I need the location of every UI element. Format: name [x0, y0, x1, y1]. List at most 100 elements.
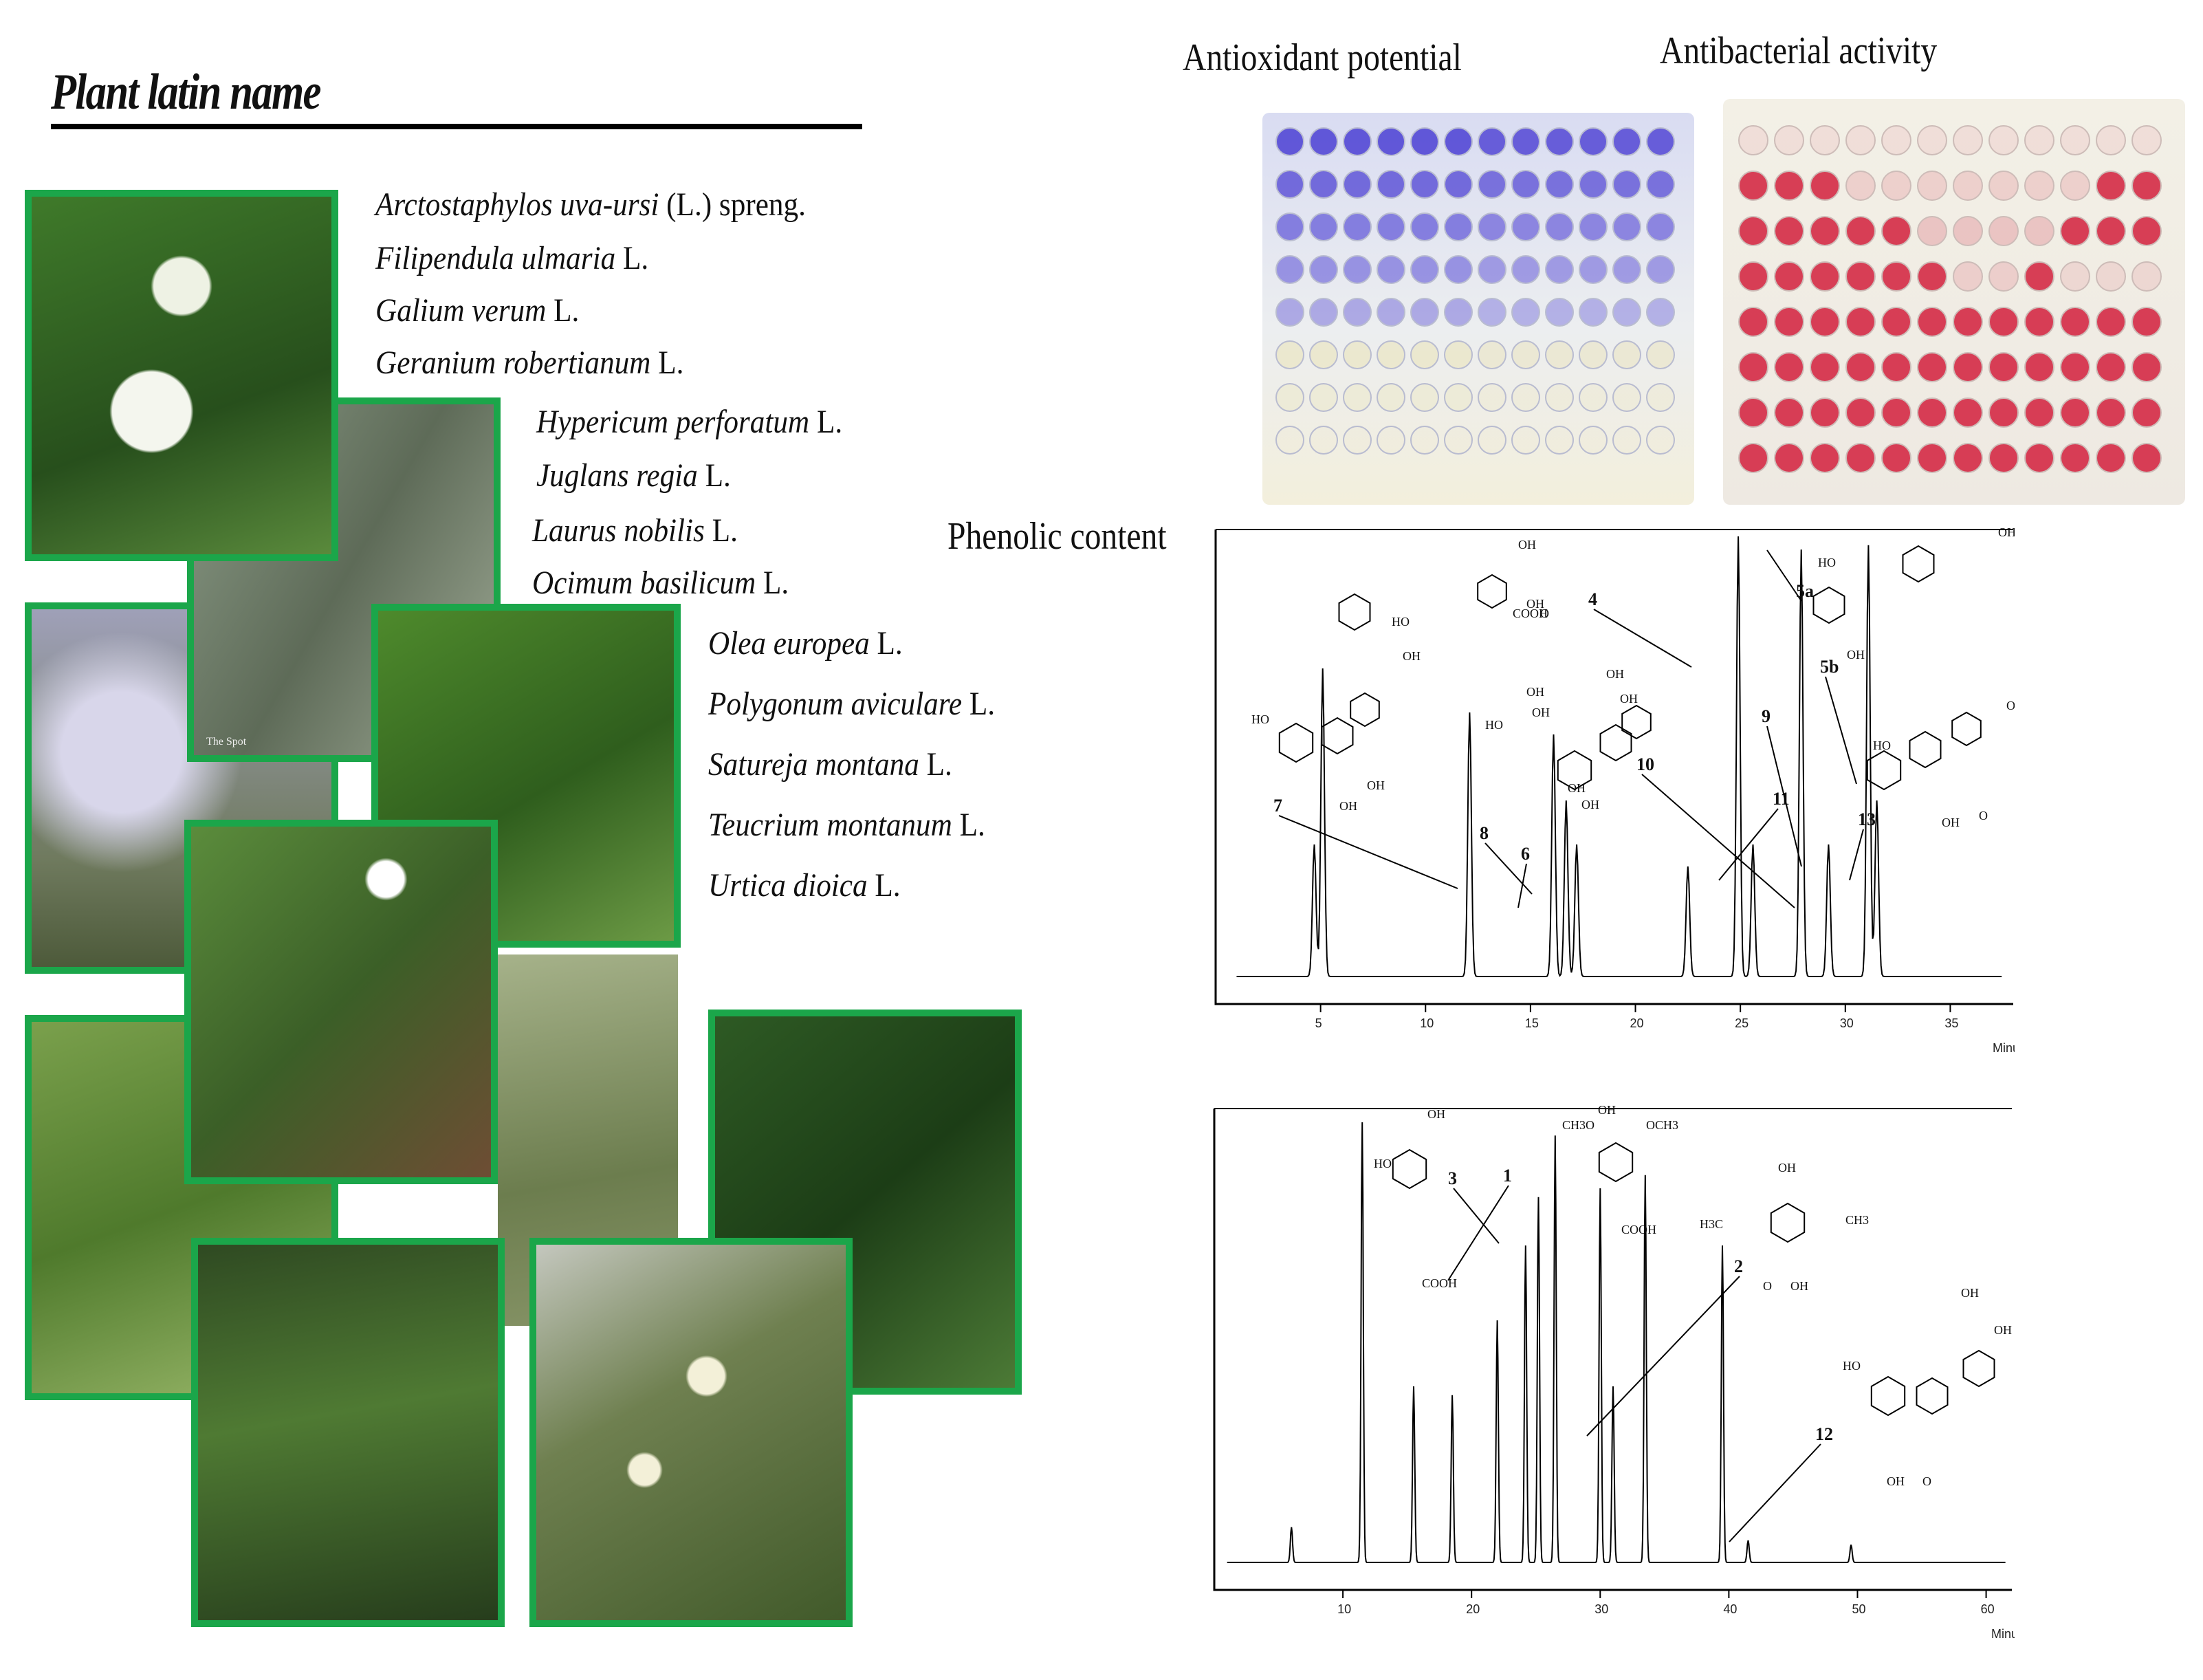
structure-substituent: COOH [1621, 1223, 1656, 1236]
plate-well [1774, 397, 1804, 428]
structure-substituent: OH [1620, 692, 1638, 706]
plate-well [1738, 261, 1768, 292]
plate-well [1377, 127, 1405, 156]
structure-substituent: H3C [1700, 1217, 1723, 1231]
plate-well [1988, 125, 2019, 155]
structure-substituent: OH [1887, 1474, 1905, 1488]
plate-well [1917, 261, 1947, 292]
peak-label: 8 [1480, 823, 1489, 843]
plate-well [2060, 397, 2090, 428]
plate-well [1612, 298, 1641, 327]
plate-well [1275, 127, 1304, 156]
plate-well [1444, 170, 1473, 199]
peak-label: 4 [1588, 589, 1597, 609]
plate-well [2131, 171, 2162, 201]
plate-well [1646, 170, 1675, 199]
species-name: Satureja montana L. [708, 746, 952, 783]
chart-trace [1227, 1122, 2006, 1563]
plate-well [2024, 443, 2054, 473]
plate-well [1478, 426, 1506, 455]
plate-well [1343, 298, 1372, 327]
plate-well [2096, 261, 2126, 292]
plate-well [1444, 127, 1473, 156]
plate-well [1881, 352, 1911, 382]
structure-substituent: HO [1843, 1359, 1861, 1373]
plate-well [2131, 352, 2162, 382]
plant-photo-fragaria [184, 820, 498, 1184]
x-tick-label: 35 [1944, 1016, 1958, 1030]
structure-ring [1598, 1142, 1634, 1183]
peak-arrow [1447, 1185, 1509, 1281]
plant-photo-urtica [191, 1238, 505, 1627]
plate-well [1881, 307, 1911, 337]
species-name: Galium verum L. [375, 292, 580, 329]
x-tick-label: 10 [1337, 1602, 1351, 1616]
plate-well [1917, 352, 1947, 382]
plate-well [1988, 307, 2019, 337]
structure-substituent: OH [1778, 1161, 1796, 1175]
plate-well [2131, 397, 2162, 428]
plate-well [1309, 383, 1338, 412]
plate-well [1774, 261, 1804, 292]
plate-well [2024, 261, 2054, 292]
structure-ring [1902, 545, 1935, 583]
peak-arrow [1593, 609, 1692, 668]
x-tick-label: 50 [1852, 1602, 1865, 1616]
structure-substituent: OH [1532, 706, 1550, 719]
photo-watermark: The Spot [206, 736, 247, 748]
plate-well [1917, 307, 1947, 337]
species-name: Urtica dioica L. [708, 867, 901, 904]
plate-well [2096, 307, 2126, 337]
plate-well [2131, 125, 2162, 155]
plate-well [2024, 125, 2054, 155]
plate-well [2096, 397, 2126, 428]
structure-substituent: OH [1339, 799, 1357, 813]
x-tick-label: 10 [1420, 1016, 1434, 1030]
plate-well [1988, 352, 2019, 382]
peak-arrow [1718, 808, 1779, 881]
plate-well [2024, 352, 2054, 382]
plate-well [1810, 307, 1840, 337]
plate-well [1511, 255, 1540, 284]
plate-well [2060, 171, 2090, 201]
plate-well [1738, 352, 1768, 382]
plate-well [1988, 171, 2019, 201]
peak-label: 2 [1734, 1256, 1743, 1276]
species-name: Teucrium montanum L. [708, 807, 985, 843]
plate-well [1646, 127, 1675, 156]
peak-label: 12 [1815, 1424, 1833, 1444]
plate-well [1545, 340, 1574, 369]
structure-substituent: HO [1873, 739, 1891, 752]
structure-substituent: OH [1847, 648, 1865, 662]
peak-arrow [1586, 1276, 1740, 1437]
antioxidant-plate [1262, 113, 1694, 505]
plate-well [1444, 426, 1473, 455]
plate-well [1275, 340, 1304, 369]
plate-well [2060, 443, 2090, 473]
structure-substituent: OH [1942, 816, 1960, 829]
plate-well [1579, 212, 1608, 241]
plate-well [1275, 255, 1304, 284]
plate-well [2096, 125, 2126, 155]
species-name: Geranium robertianum L. [375, 345, 684, 381]
peak-label: 13 [1858, 809, 1876, 829]
antioxidant-heading: Antioxidant potential [1183, 36, 1462, 79]
structure-substituent: COOH [1422, 1276, 1457, 1290]
plate-well [1309, 170, 1338, 199]
plate-well [1646, 255, 1675, 284]
species-name: Ocimum basilicum L. [532, 565, 789, 601]
plate-well [2131, 307, 2162, 337]
species-name: Polygonum aviculare L. [708, 686, 996, 722]
plate-well [2024, 397, 2054, 428]
plate-well [1410, 383, 1439, 412]
plate-well [1444, 212, 1473, 241]
plate-well [2060, 216, 2090, 246]
plate-well [1545, 212, 1574, 241]
chart-trace [1236, 536, 2002, 977]
structure-substituent: OH [1427, 1107, 1445, 1121]
plate-well [1738, 216, 1768, 246]
structure-substituent: OH [1581, 798, 1599, 811]
antibacterial-plate [1723, 99, 2185, 505]
plate-well [1646, 340, 1675, 369]
structure-ring [1951, 711, 1982, 747]
